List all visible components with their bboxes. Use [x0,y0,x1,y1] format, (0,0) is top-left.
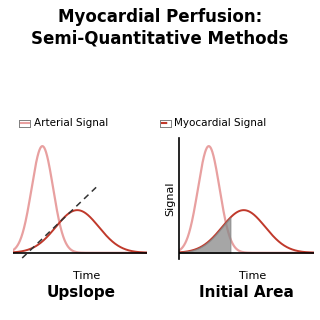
Y-axis label: Signal: Signal [165,181,175,216]
Text: Initial Area: Initial Area [199,285,294,300]
Text: Upslope: Upslope [47,285,116,300]
Text: Time: Time [73,271,100,281]
Text: Myocardial Perfusion:
Semi-Quantitative Methods: Myocardial Perfusion: Semi-Quantitative … [31,8,289,47]
Text: Time: Time [239,271,267,281]
Text: Myocardial Signal: Myocardial Signal [174,118,267,128]
Text: Arterial Signal: Arterial Signal [34,118,108,128]
